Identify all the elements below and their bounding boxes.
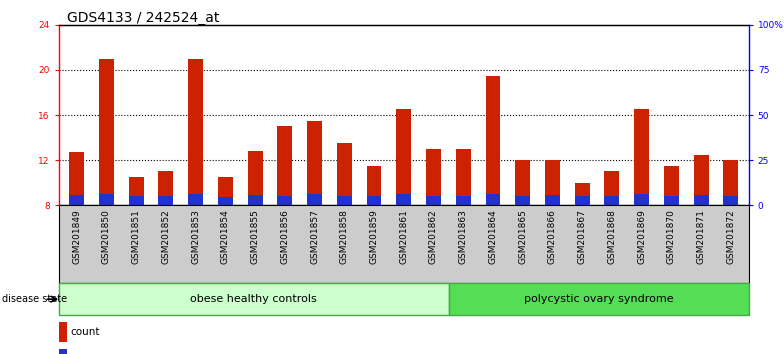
Text: GSM201868: GSM201868: [608, 209, 616, 264]
Bar: [485, 75, 500, 205]
Bar: [158, 196, 173, 205]
Bar: [515, 196, 530, 205]
Bar: [99, 59, 114, 205]
Bar: [426, 196, 441, 205]
Bar: [307, 194, 322, 205]
Text: GSM201866: GSM201866: [548, 209, 557, 264]
Bar: [188, 194, 203, 205]
Bar: [218, 197, 233, 205]
Text: GSM201859: GSM201859: [369, 209, 379, 264]
Text: GSM201871: GSM201871: [697, 209, 706, 264]
Bar: [69, 195, 84, 205]
Bar: [278, 196, 292, 205]
Bar: [634, 194, 649, 205]
Text: GSM201857: GSM201857: [310, 209, 319, 264]
Bar: [456, 196, 470, 205]
Text: obese healthy controls: obese healthy controls: [191, 294, 318, 304]
Text: GSM201867: GSM201867: [578, 209, 586, 264]
Bar: [694, 195, 709, 205]
Bar: [367, 166, 382, 205]
Text: GDS4133 / 242524_at: GDS4133 / 242524_at: [67, 11, 219, 25]
Bar: [604, 196, 619, 205]
Bar: [545, 195, 560, 205]
Bar: [426, 149, 441, 205]
Text: GSM201851: GSM201851: [132, 209, 140, 264]
Text: GSM201862: GSM201862: [429, 209, 438, 264]
Text: GSM201850: GSM201850: [102, 209, 111, 264]
Text: GSM201861: GSM201861: [399, 209, 408, 264]
Text: GSM201852: GSM201852: [162, 209, 170, 264]
Bar: [485, 194, 500, 205]
Text: GSM201858: GSM201858: [339, 209, 349, 264]
Bar: [545, 160, 560, 205]
Bar: [575, 183, 590, 205]
Text: GSM201854: GSM201854: [221, 209, 230, 264]
Bar: [664, 166, 679, 205]
Bar: [367, 196, 382, 205]
Text: GSM201865: GSM201865: [518, 209, 527, 264]
Bar: [59, 322, 67, 343]
Bar: [129, 196, 143, 205]
Bar: [724, 196, 739, 205]
Text: GSM201870: GSM201870: [667, 209, 676, 264]
Bar: [397, 194, 411, 205]
Text: disease state: disease state: [2, 294, 67, 304]
Bar: [694, 155, 709, 205]
Text: GSM201872: GSM201872: [727, 209, 735, 264]
Bar: [59, 283, 448, 315]
Text: count: count: [71, 327, 100, 337]
Text: GSM201856: GSM201856: [281, 209, 289, 264]
Bar: [307, 121, 322, 205]
Text: GSM201855: GSM201855: [251, 209, 260, 264]
Bar: [248, 151, 263, 205]
Bar: [634, 109, 649, 205]
Bar: [397, 109, 411, 205]
Bar: [724, 160, 739, 205]
Bar: [337, 143, 352, 205]
Bar: [129, 177, 143, 205]
Text: GSM201853: GSM201853: [191, 209, 200, 264]
Bar: [664, 196, 679, 205]
Text: GSM201869: GSM201869: [637, 209, 646, 264]
Bar: [448, 283, 749, 315]
Bar: [337, 196, 352, 205]
Bar: [188, 59, 203, 205]
Bar: [218, 177, 233, 205]
Text: GSM201863: GSM201863: [459, 209, 468, 264]
Bar: [456, 149, 470, 205]
Bar: [59, 349, 67, 354]
Bar: [278, 126, 292, 205]
Text: GSM201864: GSM201864: [488, 209, 498, 264]
Bar: [248, 195, 263, 205]
Bar: [99, 194, 114, 205]
Bar: [515, 160, 530, 205]
Bar: [575, 196, 590, 205]
Text: GSM201849: GSM201849: [72, 209, 81, 264]
Bar: [604, 171, 619, 205]
Bar: [69, 152, 84, 205]
Text: polycystic ovary syndrome: polycystic ovary syndrome: [524, 294, 673, 304]
Bar: [158, 171, 173, 205]
